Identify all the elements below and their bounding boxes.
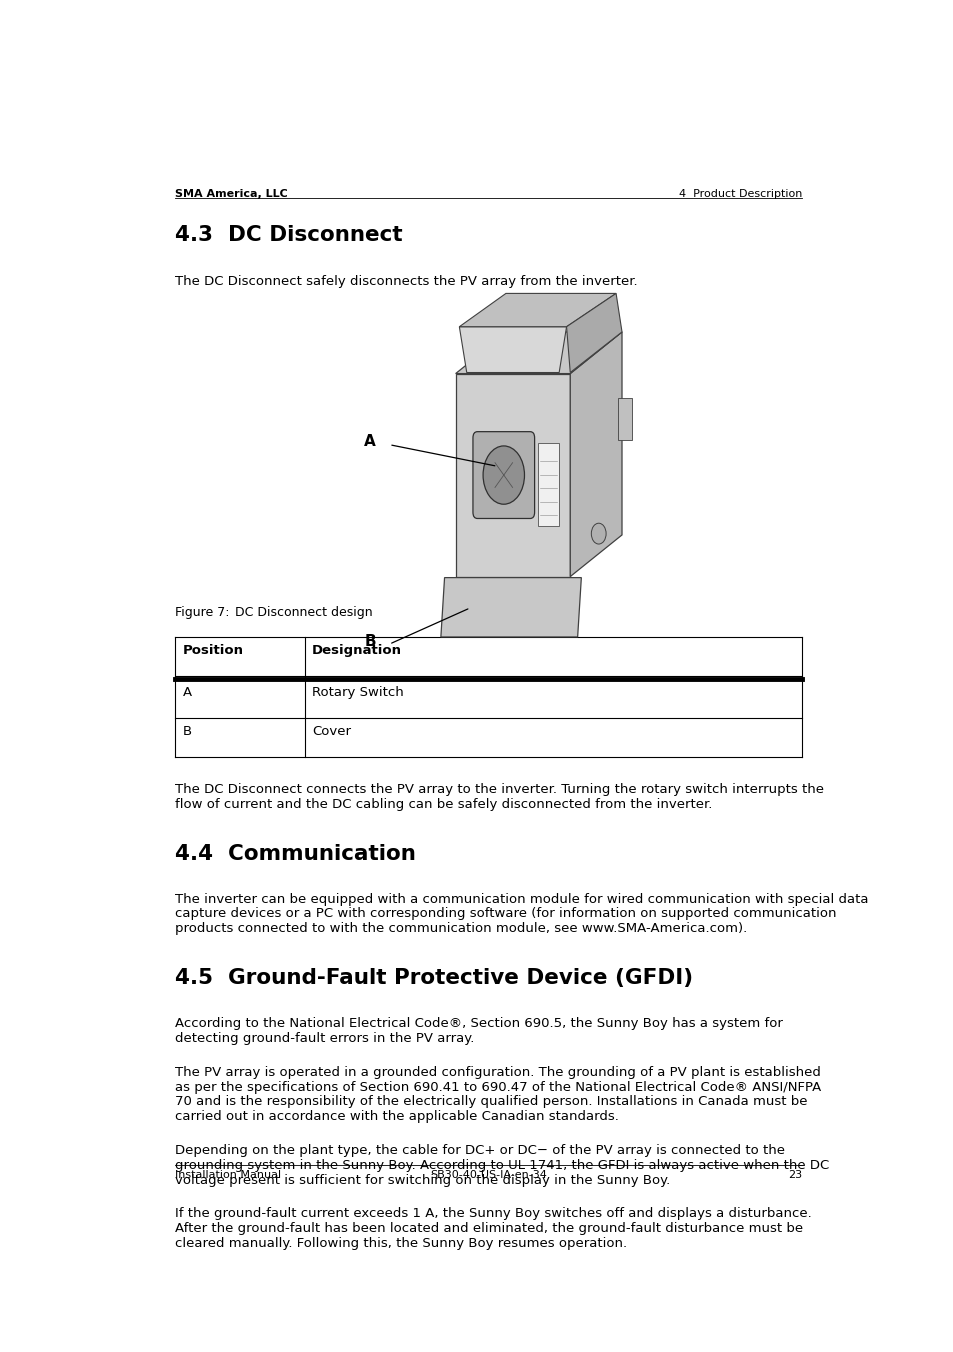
Text: The DC Disconnect safely disconnects the PV array from the inverter.: The DC Disconnect safely disconnects the… [175, 274, 638, 288]
Text: detecting ground-fault errors in the PV array.: detecting ground-fault errors in the PV … [175, 1032, 475, 1045]
Text: 4.5  Ground-Fault Protective Device (GFDI): 4.5 Ground-Fault Protective Device (GFDI… [175, 968, 693, 988]
Text: The DC Disconnect connects the PV array to the inverter. Turning the rotary swit: The DC Disconnect connects the PV array … [175, 783, 823, 796]
Text: voltage present is sufficient for switching on the display in the Sunny Boy.: voltage present is sufficient for switch… [175, 1174, 670, 1187]
Text: grounding system in the Sunny Boy. According to UL 1741, the GFDI is always acti: grounding system in the Sunny Boy. Accor… [175, 1159, 829, 1172]
Polygon shape [566, 293, 621, 373]
Text: 4.4  Communication: 4.4 Communication [175, 844, 416, 864]
Circle shape [591, 523, 605, 544]
Bar [456, 373, 570, 576]
Text: A: A [364, 434, 375, 449]
Text: Installation Manual: Installation Manual [175, 1169, 281, 1180]
Text: 4.3  DC Disconnect: 4.3 DC Disconnect [175, 224, 403, 245]
Text: cleared manually. Following this, the Sunny Boy resumes operation.: cleared manually. Following this, the Su… [175, 1237, 627, 1249]
Text: Rotary Switch: Rotary Switch [312, 685, 403, 699]
Polygon shape [459, 293, 616, 327]
Text: Depending on the plant type, the cable for DC+ or DC− of the PV array is connect: Depending on the plant type, the cable f… [175, 1144, 784, 1157]
Text: Cover: Cover [312, 725, 351, 738]
Text: Designation: Designation [312, 645, 402, 657]
Polygon shape [440, 577, 580, 637]
Text: flow of current and the DC cabling can be safely disconnected from the inverter.: flow of current and the DC cabling can b… [175, 798, 712, 811]
Text: Position: Position [183, 645, 244, 657]
Text: capture devices or a PC with corresponding software (for information on supporte: capture devices or a PC with correspondi… [175, 907, 836, 921]
Polygon shape [459, 327, 566, 373]
Text: 23: 23 [787, 1169, 801, 1180]
Text: The inverter can be equipped with a communication module for wired communication: The inverter can be equipped with a comm… [175, 892, 868, 906]
Text: 70 and is the responsibility of the electrically qualified person. Installations: 70 and is the responsibility of the elec… [175, 1095, 807, 1109]
Text: DC Disconnect design: DC Disconnect design [223, 606, 373, 619]
Text: SB30-40-US-IA-en-34: SB30-40-US-IA-en-34 [430, 1169, 547, 1180]
Bar [537, 442, 558, 526]
FancyBboxPatch shape [473, 431, 534, 518]
Polygon shape [570, 333, 621, 576]
Text: A: A [183, 685, 192, 699]
Text: B: B [364, 634, 375, 649]
Text: If the ground-fault current exceeds 1 A, the Sunny Boy switches off and displays: If the ground-fault current exceeds 1 A,… [175, 1207, 811, 1220]
Bar [618, 399, 631, 439]
Text: SMA America, LLC: SMA America, LLC [175, 189, 288, 199]
Text: products connected to with the communication module, see www.SMA-America.com).: products connected to with the communica… [175, 922, 747, 936]
Text: carried out in accordance with the applicable Canadian standards.: carried out in accordance with the appli… [175, 1110, 618, 1124]
Text: According to the National Electrical Code®, Section 690.5, the Sunny Boy has a s: According to the National Electrical Cod… [175, 1017, 782, 1030]
Text: The PV array is operated in a grounded configuration. The grounding of a PV plan: The PV array is operated in a grounded c… [175, 1065, 821, 1079]
Polygon shape [456, 333, 621, 373]
Text: 4  Product Description: 4 Product Description [679, 189, 801, 199]
Text: Figure 7:: Figure 7: [175, 606, 230, 619]
Circle shape [482, 446, 524, 504]
Text: B: B [183, 725, 192, 738]
Text: as per the specifications of Section 690.41 to 690.47 of the National Electrical: as per the specifications of Section 690… [175, 1080, 821, 1094]
Text: After the ground-fault has been located and eliminated, the ground-fault disturb: After the ground-fault has been located … [175, 1222, 802, 1234]
